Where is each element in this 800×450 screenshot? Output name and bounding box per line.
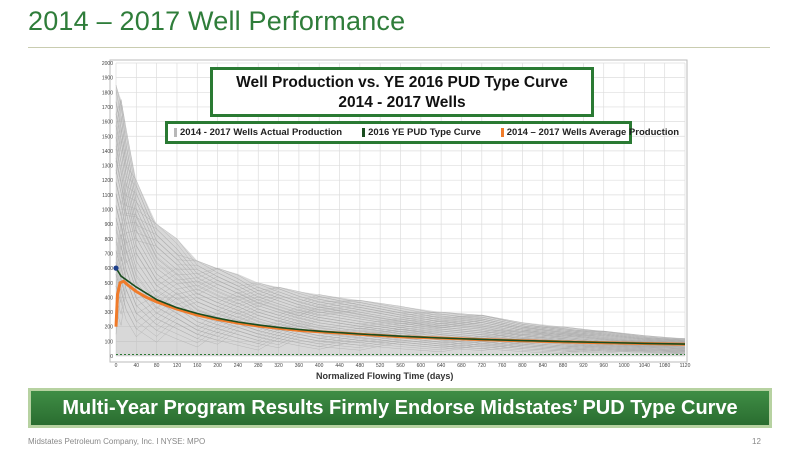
x-tick-label: 80 <box>154 363 160 369</box>
x-tick-label: 200 <box>213 363 222 369</box>
y-tick-label: 1200 <box>102 178 113 184</box>
y-tick-label: 700 <box>105 251 114 257</box>
tick-labels: 0100200300400500600700800900100011001200… <box>102 61 691 369</box>
legend-label-type-curve: 2016 YE PUD Type Curve <box>368 127 481 138</box>
well-trace <box>115 170 686 345</box>
x-tick-label: 120 <box>173 363 182 369</box>
x-tick-label: 240 <box>234 363 243 369</box>
y-tick-label: 0 <box>110 354 113 360</box>
x-tick-label: 720 <box>478 363 487 369</box>
x-tick-label: 0 <box>115 363 118 369</box>
y-tick-label: 400 <box>105 295 114 301</box>
x-tick-label: 640 <box>437 363 446 369</box>
y-tick-label: 1900 <box>102 76 113 82</box>
legend-swatch-average <box>500 128 504 137</box>
x-tick-label: 320 <box>274 363 283 369</box>
x-tick-label: 160 <box>193 363 202 369</box>
well-trace <box>115 158 686 344</box>
y-tick-label: 2000 <box>102 61 113 67</box>
conclusion-banner: Multi-Year Program Results Firmly Endors… <box>28 388 772 428</box>
y-tick-label: 1300 <box>102 164 113 170</box>
x-tick-label: 760 <box>498 363 507 369</box>
y-tick-label: 100 <box>105 339 114 345</box>
x-tick-label: 520 <box>376 363 385 369</box>
x-tick-label: 1000 <box>618 363 629 369</box>
x-tick-label: 680 <box>457 363 466 369</box>
y-tick-label: 1100 <box>102 193 113 199</box>
well-trace <box>115 99 686 341</box>
legend-swatch-type-curve <box>362 128 366 137</box>
legend-entry-average: 2014 – 2017 Wells Average Production <box>500 127 680 138</box>
y-tick-label: 300 <box>105 310 114 316</box>
legend-label-actual: 2014 - 2017 Wells Actual Production <box>180 127 343 138</box>
y-tick-label: 1800 <box>102 90 113 96</box>
x-tick-label: 920 <box>579 363 588 369</box>
x-tick-label: 880 <box>559 363 568 369</box>
y-tick-label: 1700 <box>102 105 113 111</box>
x-tick-label: 840 <box>539 363 548 369</box>
y-tick-label: 1400 <box>102 149 113 155</box>
x-tick-label: 440 <box>335 363 344 369</box>
legend-swatch-actual <box>174 128 177 137</box>
well-trace <box>115 99 686 340</box>
x-tick-label: 280 <box>254 363 263 369</box>
y-tick-label: 200 <box>105 325 114 331</box>
x-tick-label: 400 <box>315 363 324 369</box>
x-tick-label: 1120 <box>680 363 691 369</box>
chart-legend: 2014 - 2017 Wells Actual Production 2016… <box>165 121 679 144</box>
title-divider <box>28 47 770 48</box>
y-tick-label: 900 <box>105 222 114 228</box>
x-tick-label: 960 <box>600 363 609 369</box>
x-tick-label: 560 <box>396 363 405 369</box>
well-trace <box>115 223 686 349</box>
chart-subtitle: 2014 - 2017 Wells <box>338 94 466 111</box>
well-trace <box>115 192 686 345</box>
legend-entry-actual: 2014 - 2017 Wells Actual Production <box>174 127 342 138</box>
chart-title: Well Production vs. YE 2016 PUD Type Cur… <box>236 74 568 91</box>
x-tick-label: 480 <box>356 363 365 369</box>
well-trace <box>115 182 686 344</box>
y-tick-label: 1600 <box>102 120 113 126</box>
legend-label-average: 2014 – 2017 Wells Average Production <box>506 127 680 138</box>
well-trace <box>115 234 686 350</box>
series-layer <box>113 265 686 356</box>
y-tick-label: 800 <box>105 237 114 243</box>
well-trace <box>115 146 686 346</box>
type-curve-start-marker <box>113 265 119 271</box>
x-tick-label: 40 <box>134 363 140 369</box>
actual-production-envelope <box>116 85 685 356</box>
well-trace <box>115 102 686 340</box>
x-tick-label: 600 <box>417 363 426 369</box>
chart-title-box: Well Production vs. YE 2016 PUD Type Cur… <box>210 67 594 117</box>
y-tick-label: 1000 <box>102 208 113 214</box>
x-tick-label: 1040 <box>639 363 650 369</box>
x-axis-title: Normalized Flowing Time (days) <box>316 371 454 381</box>
slide-title: 2014 – 2017 Well Performance <box>28 6 406 36</box>
type-curve-line <box>115 267 686 345</box>
legend-entry-type-curve: 2016 YE PUD Type Curve <box>362 127 481 138</box>
y-tick-label: 1500 <box>102 134 113 140</box>
x-tick-label: 1080 <box>659 363 670 369</box>
page-number: 12 <box>752 437 761 446</box>
y-tick-label: 600 <box>105 266 114 272</box>
y-tick-label: 500 <box>105 281 114 287</box>
x-tick-label: 360 <box>295 363 304 369</box>
x-tick-label: 800 <box>518 363 527 369</box>
footer-company: Midstates Petroleum Company, Inc. I NYSE… <box>28 437 206 446</box>
